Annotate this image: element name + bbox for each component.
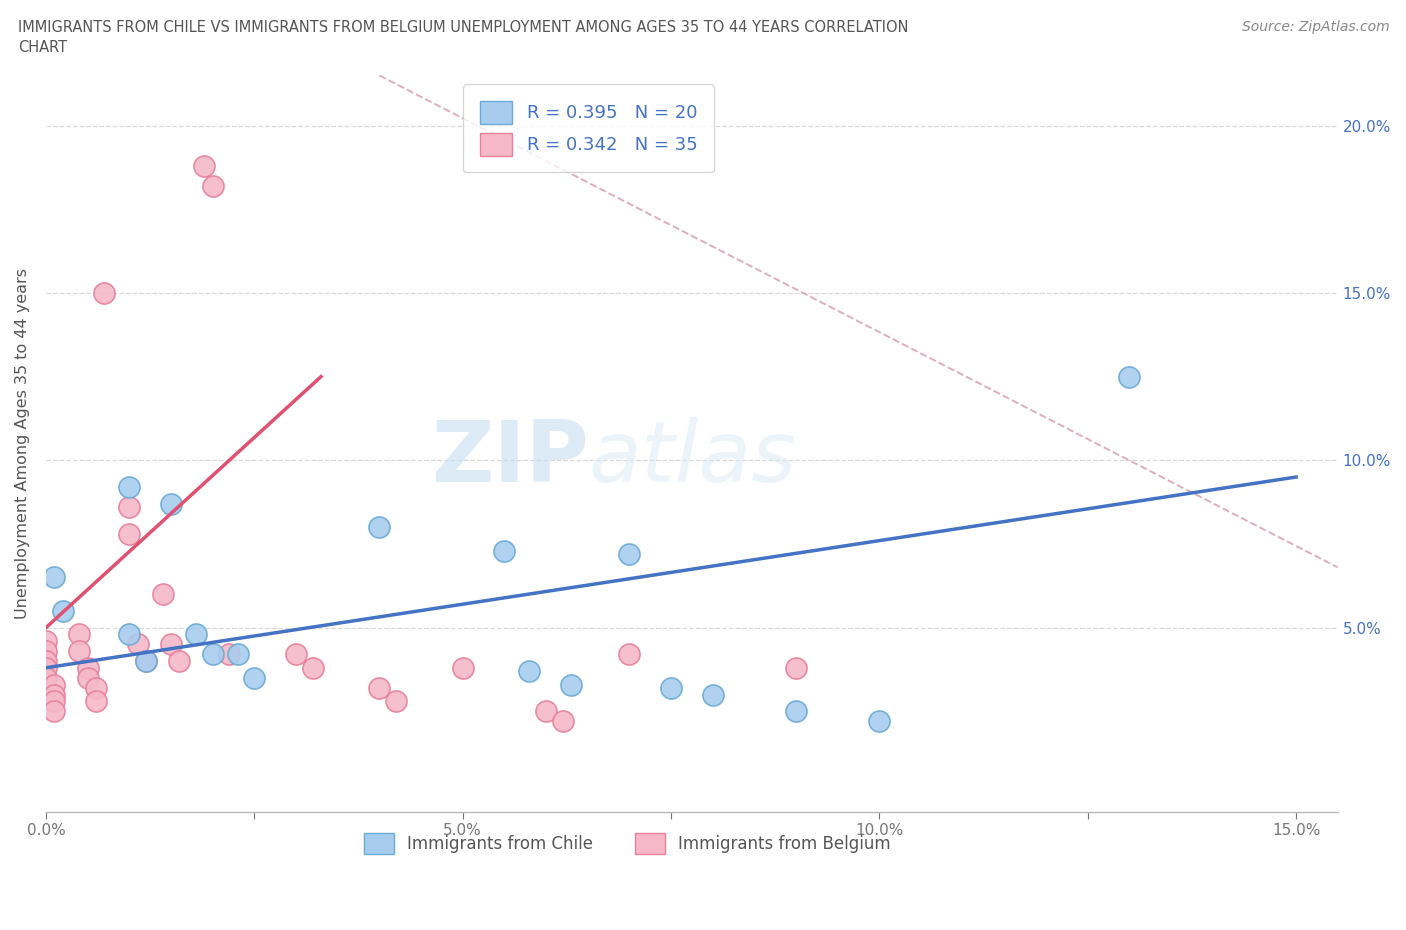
Point	[285, 647, 308, 662]
Point	[385, 694, 408, 709]
Point	[619, 647, 641, 662]
Text: CHART: CHART	[18, 40, 67, 55]
Point	[135, 654, 157, 669]
Point	[76, 671, 98, 685]
Point	[201, 647, 224, 662]
Point	[35, 654, 58, 669]
Point	[35, 633, 58, 648]
Point	[44, 677, 66, 692]
Point	[44, 687, 66, 702]
Point	[118, 499, 141, 514]
Point	[44, 694, 66, 709]
Point	[451, 660, 474, 675]
Point	[44, 704, 66, 719]
Point	[517, 664, 540, 679]
Point	[135, 654, 157, 669]
Point	[201, 179, 224, 193]
Point	[35, 660, 58, 675]
Point	[169, 654, 191, 669]
Point	[160, 637, 183, 652]
Point	[243, 671, 266, 685]
Text: Source: ZipAtlas.com: Source: ZipAtlas.com	[1241, 20, 1389, 34]
Text: atlas: atlas	[589, 417, 797, 499]
Point	[659, 681, 682, 696]
Point	[52, 604, 75, 618]
Text: ZIP: ZIP	[430, 417, 589, 499]
Point	[301, 660, 323, 675]
Point	[127, 637, 149, 652]
Point	[785, 660, 807, 675]
Point	[1118, 369, 1140, 384]
Point	[93, 286, 115, 300]
Point	[218, 647, 240, 662]
Legend: Immigrants from Chile, Immigrants from Belgium: Immigrants from Chile, Immigrants from B…	[357, 826, 897, 861]
Point	[84, 694, 107, 709]
Point	[702, 687, 724, 702]
Point	[368, 520, 391, 535]
Point	[160, 497, 183, 512]
Point	[184, 627, 207, 642]
Point	[44, 570, 66, 585]
Point	[785, 704, 807, 719]
Point	[35, 671, 58, 685]
Point	[494, 543, 516, 558]
Point	[118, 526, 141, 541]
Point	[551, 714, 574, 729]
Point	[868, 714, 890, 729]
Point	[67, 627, 90, 642]
Point	[118, 480, 141, 495]
Text: IMMIGRANTS FROM CHILE VS IMMIGRANTS FROM BELGIUM UNEMPLOYMENT AMONG AGES 35 TO 4: IMMIGRANTS FROM CHILE VS IMMIGRANTS FROM…	[18, 20, 908, 35]
Point	[67, 644, 90, 658]
Point	[152, 587, 174, 602]
Point	[534, 704, 557, 719]
Point	[193, 158, 215, 173]
Point	[76, 660, 98, 675]
Point	[118, 627, 141, 642]
Point	[35, 644, 58, 658]
Point	[619, 547, 641, 562]
Point	[84, 681, 107, 696]
Point	[560, 677, 582, 692]
Point	[226, 647, 249, 662]
Y-axis label: Unemployment Among Ages 35 to 44 years: Unemployment Among Ages 35 to 44 years	[15, 268, 30, 619]
Point	[368, 681, 391, 696]
